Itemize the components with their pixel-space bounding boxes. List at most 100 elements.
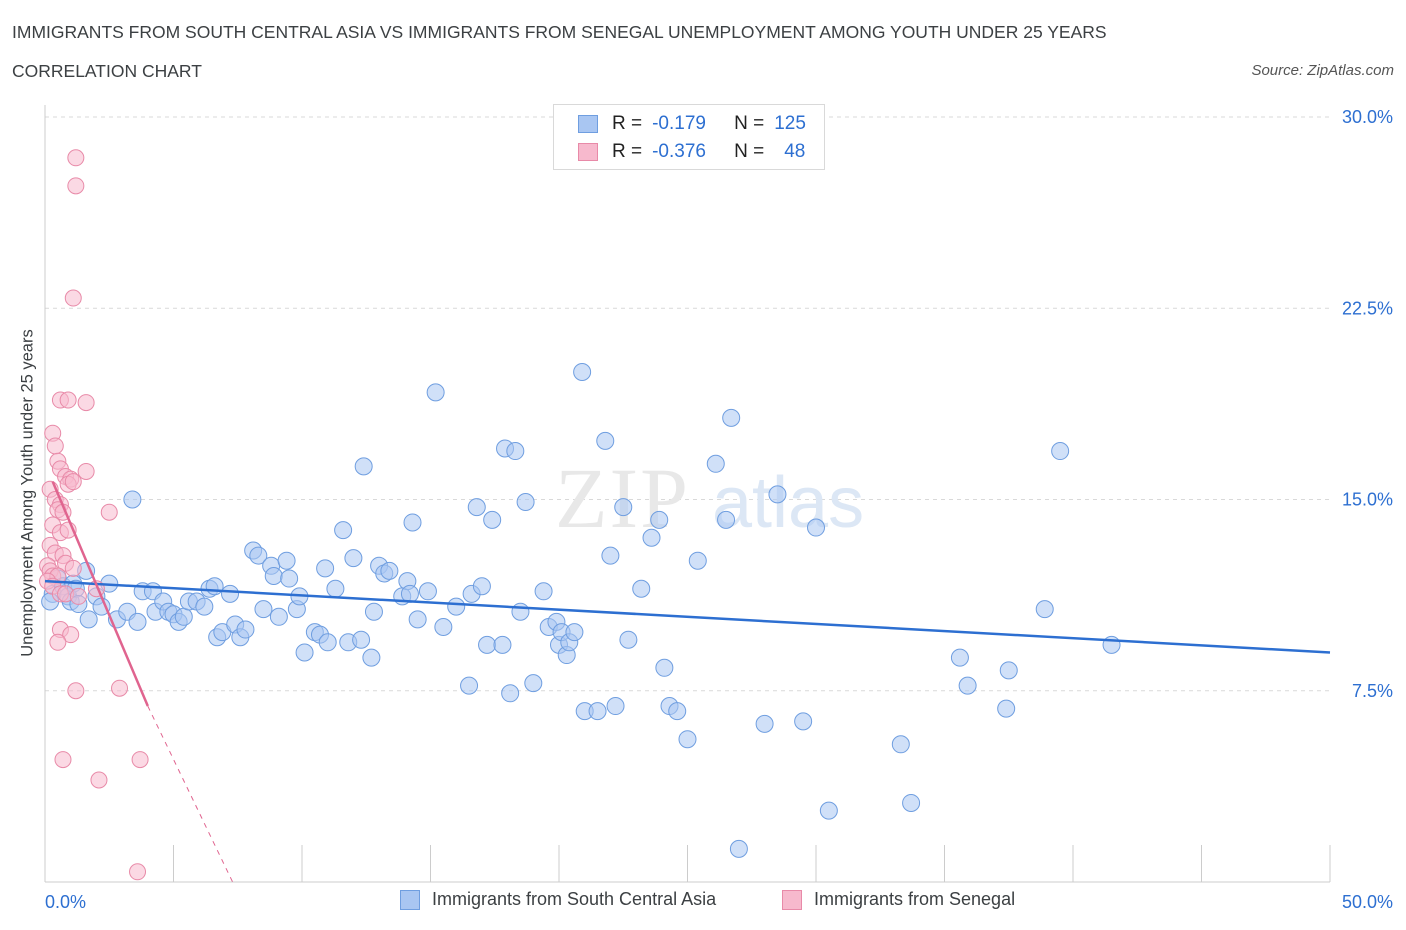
legend-r-value: -0.376	[652, 141, 706, 162]
data-point-south-central-asia	[295, 643, 314, 662]
data-point-south-central-asia	[565, 623, 584, 642]
data-point-south-central-asia	[352, 630, 371, 649]
data-point-south-central-asia	[902, 793, 921, 812]
data-point-south-central-asia	[269, 607, 288, 626]
data-point-south-central-asia	[717, 510, 736, 529]
x-tick-label: 50.0%	[1342, 892, 1393, 912]
data-point-senegal	[111, 679, 129, 697]
data-point-south-central-asia	[205, 577, 224, 596]
data-point-south-central-asia	[755, 714, 774, 733]
data-point-south-central-asia	[447, 597, 466, 616]
watermark-atlas: atlas	[712, 463, 864, 543]
legend-n-label: N =	[734, 141, 765, 162]
data-point-senegal	[64, 473, 82, 491]
data-point-senegal	[64, 559, 82, 577]
y-tick-label: 30.0%	[1342, 107, 1393, 127]
data-point-south-central-asia	[326, 579, 345, 598]
grid-lines	[45, 116, 1330, 692]
data-point-south-central-asia	[254, 600, 273, 619]
legend-r-value: -0.179	[652, 113, 706, 134]
data-point-south-central-asia	[128, 612, 147, 631]
data-point-south-central-asia	[174, 607, 193, 626]
data-point-south-central-asia	[280, 569, 299, 588]
data-point-south-central-asia	[506, 442, 525, 461]
data-point-south-central-asia	[426, 383, 445, 402]
data-point-south-central-asia	[819, 801, 838, 820]
data-point-south-central-asia	[524, 674, 543, 693]
chart-subtitle: CORRELATION CHART	[12, 61, 202, 81]
data-point-south-central-asia	[1035, 600, 1054, 619]
data-point-senegal	[69, 587, 87, 605]
y-tick-label: 7.5%	[1352, 681, 1393, 701]
data-point-south-central-asia	[364, 602, 383, 621]
data-point-south-central-asia	[614, 498, 633, 517]
watermark: ZIP atlas	[555, 450, 864, 546]
data-point-south-central-asia	[316, 559, 335, 578]
legend-r-label: R =	[612, 113, 643, 134]
data-point-south-central-asia	[277, 551, 296, 570]
data-point-senegal	[90, 771, 108, 789]
data-point-senegal	[77, 462, 95, 480]
data-point-south-central-asia	[354, 457, 373, 476]
data-point-south-central-asia	[729, 839, 748, 858]
data-point-south-central-asia	[668, 702, 687, 721]
chart-title: IMMIGRANTS FROM SOUTH CENTRAL ASIA VS IM…	[12, 22, 1107, 42]
legend-swatch-pink	[578, 143, 598, 161]
legend-row-pink: R = -0.376 N = 48	[578, 140, 805, 164]
data-point-senegal	[77, 394, 95, 412]
data-point-senegal	[67, 177, 85, 195]
x-tick-label: 0.0%	[45, 892, 86, 912]
data-point-south-central-asia	[619, 630, 638, 649]
data-point-south-central-asia	[434, 618, 453, 636]
data-point-south-central-asia	[596, 431, 615, 450]
data-point-south-central-asia	[573, 363, 592, 381]
data-point-south-central-asia	[642, 528, 661, 547]
data-point-south-central-asia	[511, 602, 530, 621]
data-point-south-central-asia	[344, 549, 363, 568]
series-senegal	[39, 149, 149, 881]
data-point-south-central-asia	[123, 490, 142, 509]
bottom-legend-swatch-pink	[782, 889, 802, 910]
data-point-senegal	[131, 751, 149, 769]
data-point-south-central-asia	[408, 610, 427, 629]
data-point-south-central-asia	[318, 633, 337, 652]
y-axis-label: Unemployment Among Youth under 25 years	[18, 329, 37, 657]
data-point-south-central-asia	[794, 712, 813, 731]
data-point-south-central-asia	[418, 582, 437, 601]
data-point-south-central-asia	[768, 485, 787, 504]
data-point-south-central-asia	[997, 699, 1016, 718]
data-point-south-central-asia	[478, 635, 497, 654]
data-point-senegal	[49, 633, 67, 651]
correlation-legend: R = -0.179 N = 125 R = -0.376 N = 48	[553, 104, 825, 170]
data-point-south-central-asia	[460, 676, 479, 695]
data-point-senegal	[67, 149, 85, 167]
bottom-legend-senegal: Immigrants from Senegal	[782, 889, 1015, 910]
trend-line-senegal	[51, 481, 149, 707]
data-point-south-central-asia	[249, 546, 268, 565]
bottom-legend-label: Immigrants from Senegal	[814, 889, 1016, 909]
data-point-south-central-asia	[195, 597, 214, 616]
data-point-senegal	[62, 626, 80, 644]
data-point-south-central-asia	[501, 684, 520, 703]
series-south-central-asia	[41, 363, 1121, 858]
data-point-south-central-asia	[516, 493, 535, 512]
legend-swatch-blue	[578, 115, 598, 133]
data-point-south-central-asia	[380, 561, 399, 580]
trend-line-south-central-asia	[44, 579, 1331, 654]
data-point-south-central-asia	[221, 584, 240, 603]
data-point-south-central-asia	[606, 697, 625, 716]
data-point-south-central-asia	[655, 658, 674, 677]
data-point-south-central-asia	[493, 635, 512, 654]
data-point-south-central-asia	[472, 577, 491, 596]
legend-r-label: R =	[612, 141, 643, 162]
data-point-south-central-asia	[334, 521, 353, 540]
trend-lines	[44, 481, 1331, 883]
data-point-south-central-asia	[264, 567, 283, 585]
data-point-south-central-asia	[236, 620, 255, 639]
data-point-south-central-asia	[807, 518, 825, 537]
legend-row-blue: R = -0.179 N = 125	[578, 112, 806, 136]
legend-n-label: N =	[734, 113, 765, 134]
data-point-south-central-asia	[1051, 442, 1070, 461]
bottom-legend-swatch-blue	[400, 889, 420, 910]
data-point-south-central-asia	[534, 582, 553, 601]
